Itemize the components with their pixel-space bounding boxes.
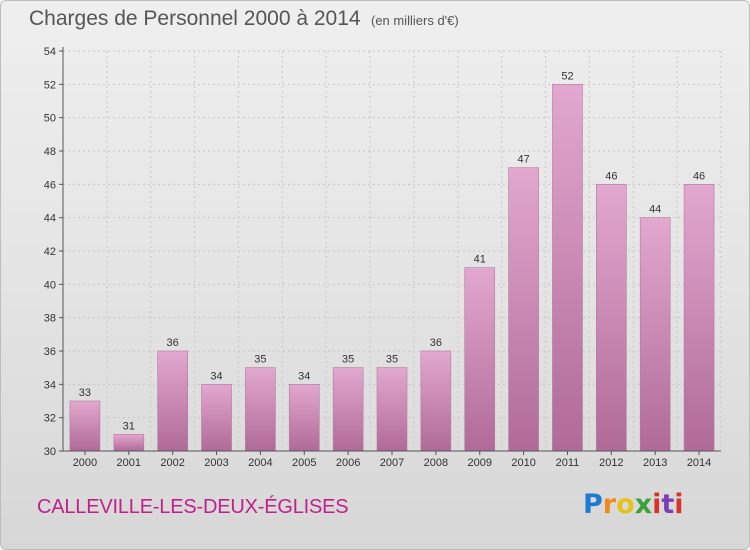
logo-letter: P <box>583 489 603 520</box>
value-label: 35 <box>386 354 398 366</box>
x-tick-label: 2009 <box>467 457 491 469</box>
bar <box>332 367 364 452</box>
y-tick-label: 30 <box>44 446 56 458</box>
bar <box>420 350 452 452</box>
y-tick-label: 40 <box>44 279 56 291</box>
bars <box>69 84 715 452</box>
value-label: 47 <box>517 154 529 166</box>
value-label: 44 <box>649 204 661 216</box>
y-tick-label: 32 <box>44 413 56 425</box>
y-tick-label: 38 <box>44 313 56 325</box>
bar <box>596 184 627 452</box>
bar <box>201 384 232 452</box>
bar <box>552 84 583 452</box>
x-tick-label: 2004 <box>248 457 272 469</box>
bar <box>157 350 188 452</box>
proxiti-logo: Proxiti <box>583 489 684 520</box>
logo-letter: t <box>661 489 675 520</box>
bar <box>683 184 715 452</box>
bar <box>113 434 145 452</box>
y-tick-label: 36 <box>44 346 56 358</box>
value-label: 34 <box>298 370 310 382</box>
value-label: 41 <box>474 254 486 266</box>
bar <box>464 267 496 452</box>
logo-letter: r <box>602 489 617 520</box>
x-tick-label: 2003 <box>204 457 228 469</box>
value-label: 34 <box>210 370 222 382</box>
y-tick-label: 52 <box>44 79 56 91</box>
bar <box>639 217 671 452</box>
grid-lines <box>62 50 722 452</box>
y-tick-label: 34 <box>44 379 56 391</box>
logo-letter: x <box>634 489 653 520</box>
y-tick-label: 50 <box>44 113 56 125</box>
value-label: 36 <box>167 337 179 349</box>
chart-subtitle: (en milliers d'€) <box>371 13 459 28</box>
x-tick-label: 2010 <box>511 457 535 469</box>
value-label: 46 <box>693 170 705 182</box>
x-tick-label: 2011 <box>556 457 580 469</box>
bar <box>69 400 101 452</box>
bar <box>245 367 276 452</box>
value-label: 33 <box>79 387 91 399</box>
x-tick-label: 2000 <box>73 457 97 469</box>
value-label: 35 <box>342 354 354 366</box>
chart-title: Charges de Personnel 2000 à 2014 <box>29 7 361 30</box>
y-tick-label: 54 <box>44 46 56 58</box>
value-label: 46 <box>605 170 617 182</box>
bar <box>376 367 408 452</box>
x-tick-label: 2008 <box>424 457 448 469</box>
x-tick-label: 2012 <box>599 457 623 469</box>
y-tick-label: 42 <box>44 246 56 258</box>
value-label: 35 <box>254 354 266 366</box>
logo-letter: i <box>674 489 684 520</box>
bar <box>508 167 539 452</box>
y-tick-label: 48 <box>44 146 56 158</box>
labels: 30 32 34 36 38 40 42 44 46 48 50 52 54 33 2000 31 2001 36… <box>44 46 712 469</box>
x-tick-label: 2006 <box>336 457 360 469</box>
x-tick-label: 2013 <box>643 457 667 469</box>
axes <box>59 47 721 455</box>
x-tick-label: 2005 <box>292 457 316 469</box>
y-tick-label: 44 <box>44 213 56 225</box>
value-label: 36 <box>430 337 442 349</box>
x-tick-label: 2014 <box>687 457 711 469</box>
value-label: 31 <box>123 420 135 432</box>
x-tick-label: 2001 <box>117 457 141 469</box>
logo-letter: o <box>616 489 635 520</box>
value-label: 52 <box>561 70 573 82</box>
x-tick-label: 2002 <box>160 457 184 469</box>
commune-name: CALLEVILLE-LES-DEUX-ÉGLISES <box>37 496 349 518</box>
bar <box>288 384 320 452</box>
y-tick-label: 46 <box>44 179 56 191</box>
logo-letter: i <box>652 489 662 520</box>
x-tick-label: 2007 <box>380 457 404 469</box>
